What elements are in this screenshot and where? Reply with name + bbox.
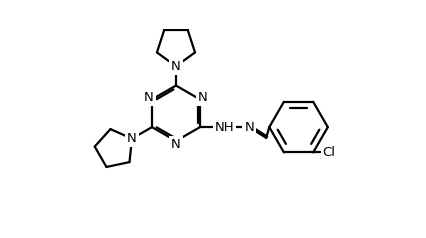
Text: NH: NH: [215, 121, 234, 134]
Text: Cl: Cl: [322, 146, 335, 159]
Text: N: N: [198, 91, 208, 104]
Text: N: N: [171, 138, 181, 151]
Text: N: N: [171, 60, 181, 73]
Text: N: N: [144, 91, 154, 104]
Text: N: N: [127, 132, 137, 145]
Text: Cl: Cl: [322, 146, 335, 159]
Text: N: N: [171, 60, 181, 73]
Text: N: N: [127, 132, 137, 145]
Text: NH: NH: [215, 121, 234, 134]
Text: N: N: [144, 91, 154, 104]
Text: N: N: [245, 121, 254, 134]
Text: N: N: [245, 121, 254, 134]
Text: N: N: [171, 138, 181, 151]
Text: N: N: [198, 91, 208, 104]
